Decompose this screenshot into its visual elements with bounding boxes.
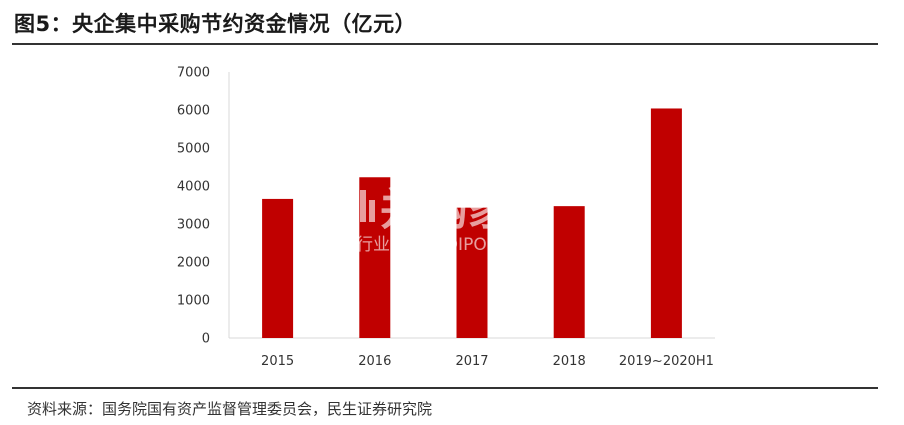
x-tick-label: 2019~2020H1 xyxy=(619,354,714,369)
watermark: 并购家 行业报告 IPOIPO.CN xyxy=(342,184,516,255)
x-axis-tick-labels: 2015 2016 2017 2018 2019~2020H1 xyxy=(261,354,714,369)
figure-title: 图5：央企集中采购节约资金情况（亿元） xyxy=(14,12,417,36)
bar xyxy=(456,207,488,338)
x-tick-label: 2018 xyxy=(553,354,586,369)
watermark-logo-icon xyxy=(342,190,375,222)
bar xyxy=(553,206,585,338)
bars xyxy=(262,108,682,338)
watermark-main-text: 并购家 xyxy=(380,184,512,235)
y-tick-label: 1000 xyxy=(177,294,210,309)
watermark-sub-text: 行业报告 IPOIPO.CN xyxy=(356,235,516,255)
y-tick-label: 4000 xyxy=(177,180,210,195)
y-tick-label: 3000 xyxy=(177,218,210,233)
y-tick-label: 7000 xyxy=(177,66,210,81)
x-tick-label: 2015 xyxy=(261,354,294,369)
x-tick-label: 2016 xyxy=(358,354,391,369)
source-note: 资料来源：国务院国有资产监督管理委员会，民生证券研究院 xyxy=(27,400,433,418)
y-tick-label: 5000 xyxy=(177,142,210,157)
y-tick-label: 6000 xyxy=(177,104,210,119)
x-tick-label: 2017 xyxy=(455,354,488,369)
bar xyxy=(650,108,682,338)
source-divider xyxy=(12,387,878,389)
y-axis-tick-labels: 0 1000 2000 3000 4000 5000 6000 7000 xyxy=(177,66,210,347)
bar xyxy=(262,198,294,338)
y-tick-label: 0 xyxy=(202,332,210,347)
title-divider xyxy=(12,43,878,45)
y-tick-label: 2000 xyxy=(177,256,210,271)
